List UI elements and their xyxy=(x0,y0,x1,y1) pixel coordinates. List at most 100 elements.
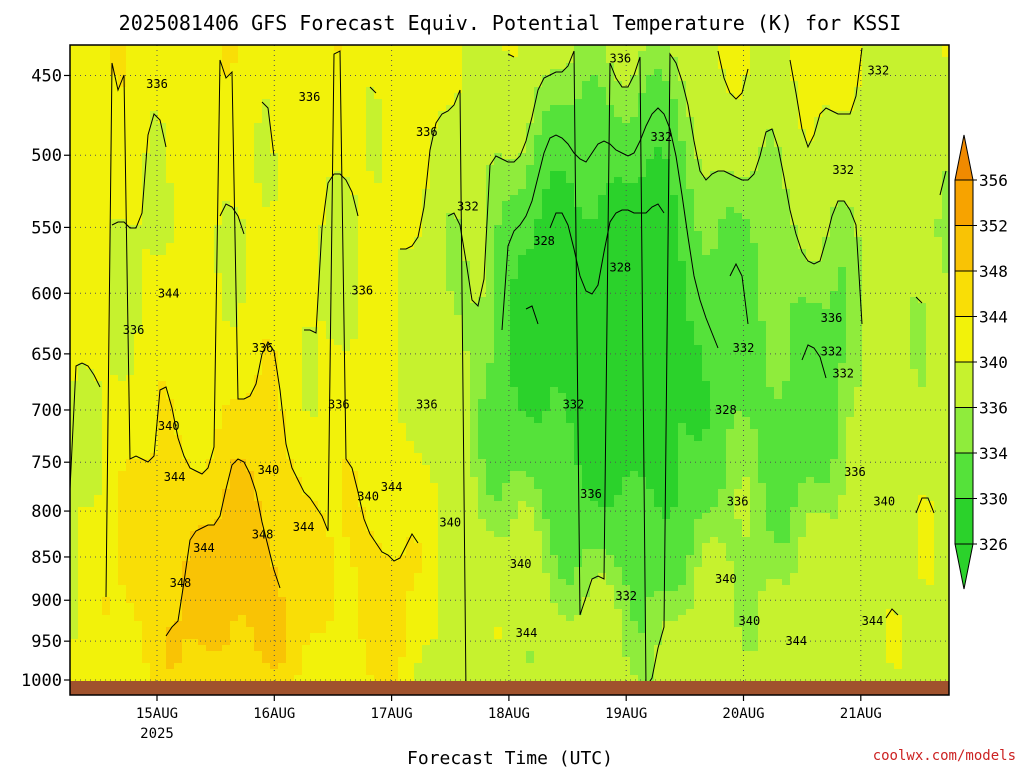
fill-cell xyxy=(110,435,119,442)
fill-cell xyxy=(294,627,303,634)
fill-cell xyxy=(262,261,271,268)
fill-cell xyxy=(398,345,407,352)
fill-cell xyxy=(382,639,391,646)
fill-cell xyxy=(198,639,207,646)
fill-cell xyxy=(238,171,247,178)
fill-cell xyxy=(254,405,263,412)
fill-cell xyxy=(278,417,287,424)
fill-cell xyxy=(406,621,415,628)
fill-cell xyxy=(422,495,431,502)
fill-cell xyxy=(398,195,407,202)
fill-cell xyxy=(230,633,239,640)
fill-cell xyxy=(302,597,311,604)
fill-cell xyxy=(78,513,87,520)
fill-cell xyxy=(230,225,239,232)
fill-cell xyxy=(94,501,103,508)
fill-cell xyxy=(430,417,439,424)
fill-cell xyxy=(214,555,223,562)
fill-cell xyxy=(286,465,295,472)
fill-cell xyxy=(262,471,271,478)
fill-cell xyxy=(302,639,311,646)
fill-cell xyxy=(70,297,79,304)
fill-cell xyxy=(94,225,103,232)
fill-cell xyxy=(382,129,391,136)
fill-cell xyxy=(134,75,143,82)
fill-cell xyxy=(374,291,383,298)
fill-cell xyxy=(118,93,127,100)
fill-cell xyxy=(206,273,215,280)
fill-cell xyxy=(254,561,263,568)
fill-cell xyxy=(230,93,239,100)
fill-cell xyxy=(326,285,335,292)
fill-cell xyxy=(230,147,239,154)
fill-cell xyxy=(390,369,399,376)
fill-cell xyxy=(174,201,183,208)
fill-cell xyxy=(118,327,127,334)
fill-cell xyxy=(254,645,263,652)
fill-cell xyxy=(414,585,423,592)
fill-cell xyxy=(326,393,335,400)
fill-cell xyxy=(150,477,159,484)
fill-cell xyxy=(262,639,271,646)
fill-cell xyxy=(390,585,399,592)
fill-cell xyxy=(126,123,135,130)
fill-cell xyxy=(422,663,431,670)
fill-cell xyxy=(374,231,383,238)
fill-cell xyxy=(214,99,223,106)
fill-cell xyxy=(366,411,375,418)
fill-cell xyxy=(70,465,79,472)
fill-cell xyxy=(142,123,151,130)
fill-cell xyxy=(190,333,199,340)
fill-cell xyxy=(326,399,335,406)
fill-cell xyxy=(174,327,183,334)
fill-cell xyxy=(382,75,391,82)
fill-cell xyxy=(222,525,231,532)
fill-cell xyxy=(78,489,87,496)
fill-cell xyxy=(278,423,287,430)
fill-cell xyxy=(158,315,167,322)
fill-cell xyxy=(422,399,431,406)
fill-cell xyxy=(70,483,79,490)
fill-cell xyxy=(382,435,391,442)
fill-cell xyxy=(326,519,335,526)
fill-cell xyxy=(358,69,367,76)
fill-cell xyxy=(334,405,343,412)
fill-cell xyxy=(398,267,407,274)
fill-cell xyxy=(150,99,159,106)
fill-cell xyxy=(126,309,135,316)
fill-cell xyxy=(310,357,319,364)
fill-cell xyxy=(78,141,87,148)
fill-cell xyxy=(310,645,319,652)
fill-cell xyxy=(302,423,311,430)
fill-cell xyxy=(358,93,367,100)
fill-cell xyxy=(390,471,399,478)
fill-cell xyxy=(350,399,359,406)
fill-cell xyxy=(182,543,191,550)
fill-cell xyxy=(190,477,199,484)
fill-cell xyxy=(366,315,375,322)
fill-cell xyxy=(310,303,319,310)
fill-cell xyxy=(374,669,383,676)
fill-cell xyxy=(254,435,263,442)
fill-cell xyxy=(166,483,175,490)
fill-cell xyxy=(246,249,255,256)
fill-cell xyxy=(102,237,111,244)
fill-cell xyxy=(374,453,383,460)
fill-cell xyxy=(174,405,183,412)
fill-cell xyxy=(214,339,223,346)
fill-cell xyxy=(94,483,103,490)
fill-cell xyxy=(222,279,231,286)
fill-cell xyxy=(70,495,79,502)
fill-cell xyxy=(374,501,383,508)
fill-cell xyxy=(254,93,263,100)
fill-cell xyxy=(166,387,175,394)
fill-cell xyxy=(198,105,207,112)
fill-cell xyxy=(430,411,439,418)
fill-cell xyxy=(238,627,247,634)
fill-cell xyxy=(150,561,159,568)
fill-cell xyxy=(374,189,383,196)
fill-cell xyxy=(182,507,191,514)
fill-cell xyxy=(430,51,439,58)
fill-cell xyxy=(350,99,359,106)
fill-cell xyxy=(150,261,159,268)
